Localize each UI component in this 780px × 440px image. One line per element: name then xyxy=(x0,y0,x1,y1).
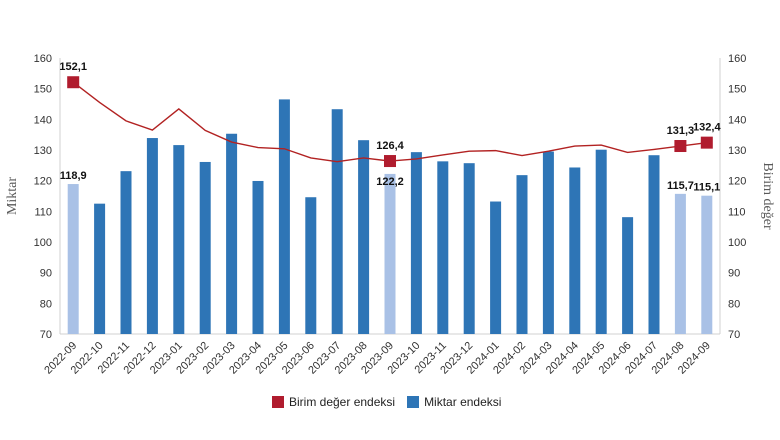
bar xyxy=(252,180,264,334)
line-marker xyxy=(700,136,713,149)
line-data-label: 126,4 xyxy=(376,140,404,152)
bar xyxy=(173,145,185,334)
legend-swatch-bar xyxy=(407,396,420,408)
bar-data-label: 115,7 xyxy=(667,180,694,192)
y-tick-label: 140 xyxy=(34,114,52,126)
bar xyxy=(516,175,528,334)
legend-label-bar: Miktar endeksi xyxy=(424,395,502,409)
y2-tick-label: 100 xyxy=(728,237,746,249)
bar xyxy=(94,203,106,334)
legend-item-line: Birim değer endeksi xyxy=(272,395,395,409)
bar xyxy=(146,138,158,334)
line-marker xyxy=(384,155,396,168)
y-tick-label: 80 xyxy=(40,298,52,310)
bar xyxy=(490,201,502,334)
line-marker xyxy=(67,76,80,89)
y2-tick-label: 70 xyxy=(728,329,740,341)
y-axis-title: Miktar xyxy=(5,177,20,215)
bar xyxy=(437,161,449,334)
y2-tick-label: 160 xyxy=(728,53,746,65)
bar xyxy=(120,171,132,334)
line-data-label: 131,3 xyxy=(667,125,695,137)
bar xyxy=(384,173,396,334)
line-data-label: 132,4 xyxy=(693,122,721,134)
bar xyxy=(569,167,581,334)
y2-tick-label: 90 xyxy=(728,268,740,280)
y-tick-label: 150 xyxy=(34,84,52,96)
y2-axis-title: Birim değer xyxy=(760,162,775,230)
y2-tick-label: 110 xyxy=(728,206,746,218)
bar xyxy=(595,149,607,334)
bar xyxy=(331,109,343,334)
legend-swatch-line xyxy=(272,396,284,408)
y2-tick-label: 150 xyxy=(728,84,746,96)
y-tick-label: 90 xyxy=(40,268,52,280)
bar-data-label: 118,9 xyxy=(60,170,87,182)
legend-item-bar: Miktar endeksi xyxy=(407,395,501,409)
bar xyxy=(674,193,686,334)
bar xyxy=(542,151,554,334)
bar xyxy=(226,133,238,334)
y-tick-label: 130 xyxy=(34,145,52,157)
bar-data-label: 115,1 xyxy=(693,182,720,194)
legend: Birim değer endeksi Miktar endeksi xyxy=(272,395,501,409)
bar xyxy=(622,217,634,334)
y-tick-label: 120 xyxy=(34,176,52,188)
bar xyxy=(305,197,317,334)
bar xyxy=(701,195,713,334)
left-axis: 70 80 90 100 110 120 130 140 150 160 xyxy=(34,53,52,341)
line-data-label: 152,1 xyxy=(59,61,87,73)
y-tick-label: 160 xyxy=(34,53,52,65)
bar xyxy=(199,161,211,334)
y-tick-label: 110 xyxy=(34,206,52,218)
bar xyxy=(358,140,370,334)
bar xyxy=(648,155,660,334)
x-tick-labels: 2022-092022-102022-112022-122023-012023-… xyxy=(42,340,713,377)
bar xyxy=(67,184,79,334)
bar xyxy=(463,163,475,334)
bar-data-label: 122,2 xyxy=(376,176,404,188)
y2-tick-label: 80 xyxy=(728,298,740,310)
bar xyxy=(410,152,422,334)
bar xyxy=(278,99,290,335)
legend-label-line: Birim değer endeksi xyxy=(289,395,396,409)
line-marker xyxy=(674,140,687,153)
y-tick-label: 70 xyxy=(40,329,52,341)
y2-tick-label: 130 xyxy=(728,145,746,157)
bar-series xyxy=(67,99,713,335)
y-tick-label: 100 xyxy=(34,237,52,249)
y2-tick-label: 120 xyxy=(728,176,746,188)
y2-tick-label: 140 xyxy=(728,114,746,126)
line-series xyxy=(67,76,713,168)
right-axis: 70 80 90 100 110 120 130 140 150 160 xyxy=(728,53,746,341)
